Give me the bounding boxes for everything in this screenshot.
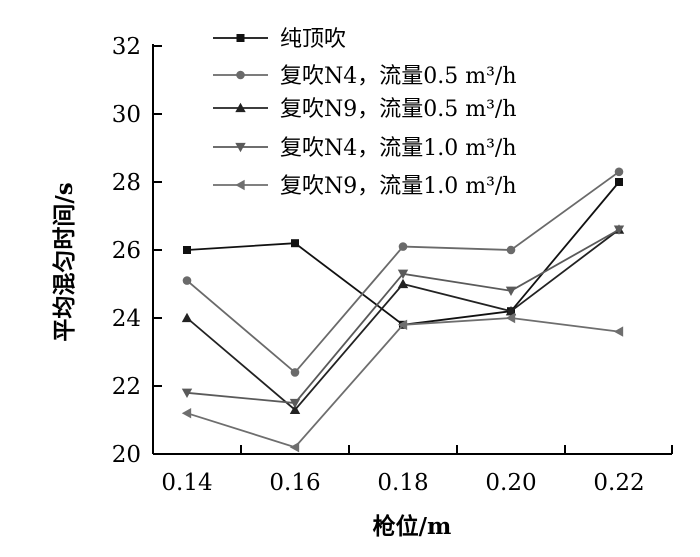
y-tick-label: 28 xyxy=(112,170,141,196)
series-2-point xyxy=(290,368,300,377)
legend-marker-5 xyxy=(235,179,245,191)
series-5-point xyxy=(289,442,300,453)
series-3-point xyxy=(397,278,409,289)
series-line-4 xyxy=(186,228,620,404)
series-3-point xyxy=(505,306,517,316)
y-tick-label: 26 xyxy=(112,238,141,264)
legend-label-5: 复吹N9，流量1.0 m³/h xyxy=(280,174,517,199)
series-1-point xyxy=(291,239,299,248)
series-2-point xyxy=(182,276,192,285)
x-tick-label: 0.22 xyxy=(593,470,644,496)
series-line-3 xyxy=(186,228,620,412)
series-4-point xyxy=(505,286,517,296)
series-3-point xyxy=(289,404,301,414)
series-4-point xyxy=(397,269,409,279)
legend-marker-3 xyxy=(235,102,246,113)
legend-marker-4 xyxy=(235,142,246,153)
series-5-point xyxy=(181,408,192,419)
legend-marker-2 xyxy=(236,70,245,80)
series-5-point xyxy=(397,319,408,330)
series-2-point xyxy=(614,167,624,177)
series-1-point xyxy=(183,246,191,254)
series-4-point xyxy=(613,225,625,235)
series-5-point xyxy=(613,326,624,337)
x-axis-title: 枪位/m xyxy=(373,513,452,540)
series-1-point xyxy=(615,178,623,186)
x-tick-label: 0.20 xyxy=(485,470,536,496)
series-line-5 xyxy=(186,317,620,449)
x-tick-label: 0.18 xyxy=(377,470,428,496)
y-axis-title: 平均混匀时间/s xyxy=(51,182,78,341)
series-5-point xyxy=(505,312,516,324)
series-3-point xyxy=(181,312,193,323)
series-2-point xyxy=(398,242,408,251)
legend-label-1: 纯顶吹 xyxy=(280,27,346,52)
series-layer xyxy=(181,167,625,453)
legend-label-3: 复吹N9，流量0.5 m³/h xyxy=(280,97,517,122)
series-4-point xyxy=(289,398,301,409)
legend-marker-1 xyxy=(236,34,245,42)
series-4-point xyxy=(181,388,193,398)
series-2-point xyxy=(506,245,516,255)
y-tick-label: 20 xyxy=(112,442,141,468)
x-tick-label: 0.14 xyxy=(161,470,212,496)
y-tick-label: 22 xyxy=(112,374,141,400)
y-tick-label: 24 xyxy=(112,306,141,332)
axes: 20 22 24 26 28 30 32 0.14 0.16 0.18 0.20 0.22 xyxy=(112,34,673,496)
y-tick-label: 30 xyxy=(112,102,141,128)
legend-label-4: 复吹N4，流量1.0 m³/h xyxy=(280,136,517,161)
y-tick-label: 32 xyxy=(112,34,141,60)
legend-label-2: 复吹N4，流量0.5 m³/h xyxy=(280,64,517,89)
x-tick-label: 0.16 xyxy=(269,470,320,496)
series-line-1 xyxy=(186,181,620,326)
